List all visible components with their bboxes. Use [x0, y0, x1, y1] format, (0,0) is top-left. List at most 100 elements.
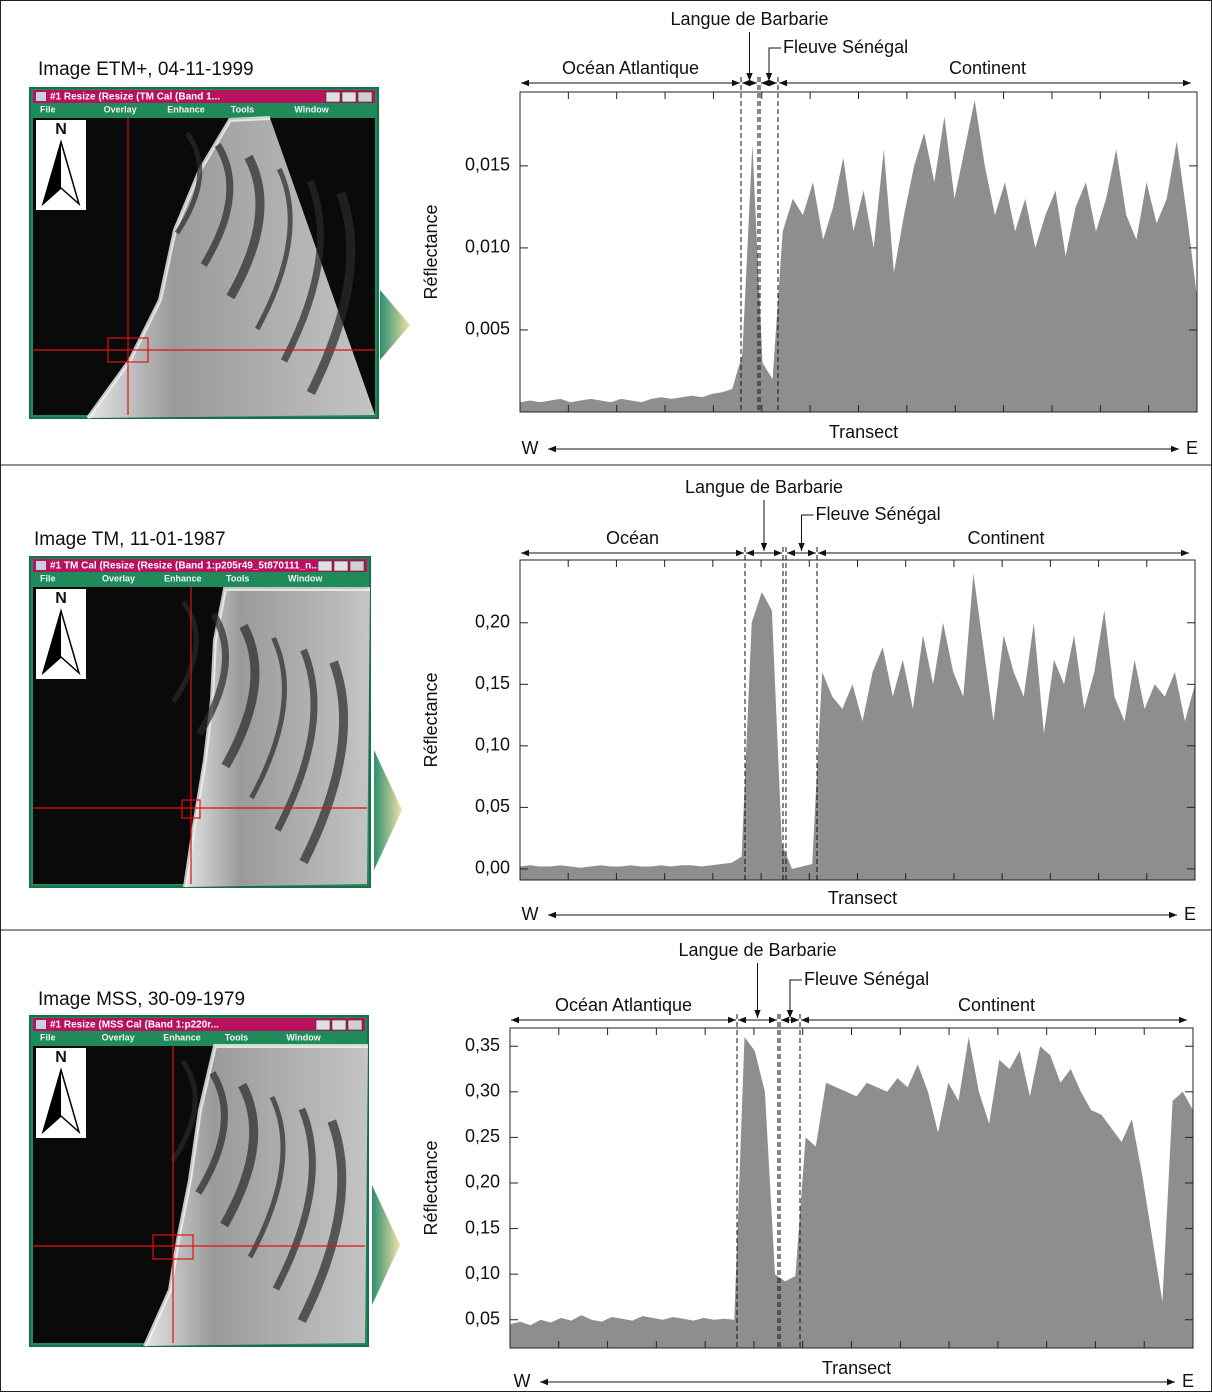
crosshair-box [152, 1234, 194, 1260]
menu-item: Tools [226, 573, 249, 583]
image-texture [195, 1071, 228, 1195]
title-bar [33, 1018, 365, 1031]
menu-item: Enhance [167, 104, 205, 114]
east-label: E [1184, 904, 1196, 924]
menu-item: Enhance [164, 573, 202, 583]
image-texture [220, 1082, 259, 1228]
y-tick-label: 0,35 [465, 1035, 500, 1055]
reflectance-area [510, 1037, 1193, 1348]
menu-item: Overlay [102, 1032, 135, 1042]
pointer [372, 1185, 400, 1305]
y-axis-label: Réflectance [421, 204, 441, 299]
window-button [341, 91, 357, 103]
y-tick-label: 0,30 [465, 1081, 500, 1101]
north-arrow-shade [43, 611, 61, 673]
menu-item: File [40, 104, 56, 114]
region-label: Océan Atlantique [562, 58, 699, 78]
crosshair-box [181, 799, 201, 819]
west-label: W [514, 1371, 531, 1391]
image-texture [274, 648, 318, 832]
region-label: Océan Atlantique [555, 995, 692, 1015]
y-tick-label: 0,05 [475, 796, 510, 816]
north-arrow-shade [43, 1070, 61, 1132]
reflectance-area [520, 100, 1197, 412]
x-axis-label: Transect [828, 888, 897, 908]
image-caption: Image MSS, 30-09-1979 [38, 989, 245, 1010]
y-tick-label: 0,20 [475, 612, 510, 632]
pointer [374, 750, 402, 870]
north-label: N [55, 590, 67, 607]
menu-item: Window [286, 1032, 321, 1042]
y-tick-label: 0,10 [475, 735, 510, 755]
image-texture [306, 191, 356, 396]
y-axis-label: Réflectance [421, 672, 441, 767]
title-bar [33, 90, 375, 103]
y-tick-label: 0,25 [465, 1126, 500, 1146]
y-tick-label: 0,10 [465, 1263, 500, 1283]
region-label: Fleuve Sénégal [816, 504, 941, 524]
image-land [88, 118, 375, 418]
window-button [333, 560, 349, 572]
y-tick-label: 0,05 [465, 1308, 500, 1328]
y-tick-label: 0,15 [475, 673, 510, 693]
region-label: Océan [606, 528, 659, 548]
image-texture [226, 154, 265, 300]
leader-arrow [786, 979, 802, 1018]
y-tick-label: 0,00 [475, 858, 510, 878]
image-texture [200, 143, 234, 267]
image-texture [249, 636, 287, 800]
window-button [349, 560, 365, 572]
leader-arrow [765, 47, 781, 81]
image-texture [196, 612, 230, 736]
y-tick-label: 0,15 [465, 1217, 500, 1237]
x-axis-label: Transect [829, 422, 898, 442]
west-label: W [522, 904, 539, 924]
menu-item: Window [288, 573, 323, 583]
image-beach [143, 1044, 368, 1347]
y-axis-label: Réflectance [421, 1140, 441, 1235]
image-caption: Image TM, 11-01-1987 [34, 529, 226, 550]
x-axis-label: Transect [822, 1358, 891, 1378]
image-texture [272, 1107, 316, 1291]
y-tick-label: 0,010 [465, 237, 510, 257]
region-label: Continent [958, 995, 1035, 1015]
image-texture [171, 600, 199, 704]
reflectance-area [520, 573, 1195, 880]
region-label: Fleuve Sénégal [804, 969, 929, 989]
y-tick-label: 0,015 [465, 155, 510, 175]
image-texture [247, 1095, 286, 1259]
image-beach [86, 116, 271, 420]
image-beach [183, 587, 370, 888]
menu-item: Overlay [102, 573, 135, 583]
region-label: Langue de Barbarie [678, 940, 836, 960]
window-button [357, 91, 373, 103]
title-bar [33, 559, 367, 572]
image-texture [170, 1059, 198, 1163]
menu-item: Tools [231, 104, 254, 114]
region-label: Fleuve Sénégal [783, 37, 908, 57]
window-button [315, 1019, 331, 1031]
window-button [325, 91, 341, 103]
region-label: Continent [967, 528, 1044, 548]
region-label: Langue de Barbarie [685, 477, 843, 497]
image-texture [174, 131, 203, 235]
region-label: Continent [949, 58, 1026, 78]
image-texture [297, 1119, 347, 1324]
window-button [331, 1019, 347, 1031]
crosshair-box [107, 337, 149, 363]
window-title: #1 Resize (MSS Cal (Band 1:p220r... [50, 1020, 219, 1031]
region-label: Langue de Barbarie [670, 9, 828, 29]
window-title: #1 Resize (Resize (TM Cal (Band 1... [50, 92, 220, 103]
west-label: W [522, 438, 539, 458]
pointer [380, 290, 410, 360]
menu-item: Window [294, 104, 329, 114]
image-texture [255, 167, 293, 331]
image-caption: Image ETM+, 04-11-1999 [38, 59, 254, 80]
east-label: E [1182, 1371, 1194, 1391]
title-icon [36, 561, 46, 570]
window-button [317, 560, 333, 572]
menu-item: Overlay [104, 104, 137, 114]
title-icon [36, 92, 46, 101]
y-tick-label: 0,005 [465, 319, 510, 339]
menu-item: Tools [225, 1032, 248, 1042]
